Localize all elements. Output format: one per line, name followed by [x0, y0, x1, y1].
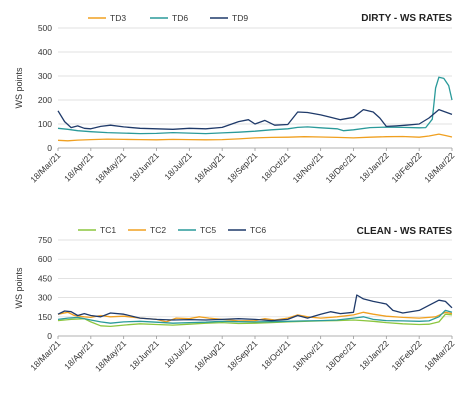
x-tick-label: 18/Jun/21 [127, 150, 161, 184]
x-tick-label: 18/Jan/22 [357, 338, 391, 372]
y-tick-label: 500 [38, 23, 52, 33]
x-tick-label: 18/Jun/21 [127, 338, 161, 372]
legend-label-td9: TD9 [232, 13, 248, 23]
x-tick-label: 18/Dec/21 [323, 338, 358, 373]
y-tick-label: 450 [38, 273, 52, 283]
x-tick-label: 18/Jul/21 [162, 150, 194, 182]
series-line-tc1 [57, 313, 453, 328]
y-tick-label: 300 [38, 293, 52, 303]
x-tick-label: 18/Sep/21 [225, 338, 260, 373]
chart-title: CLEAN - WS RATES [357, 226, 453, 237]
x-tick-label: 18/Mar/21 [28, 150, 62, 184]
x-tick-label: 18/Jul/21 [162, 338, 194, 370]
series-line-tc2 [57, 311, 453, 323]
clean-ws-rates-chart: 0 150 300 450 600 750 WS points 18/Mar/21 18/Apr… [14, 225, 457, 373]
x-tick-label: 18/Mar/21 [28, 338, 62, 372]
x-tick-label: 18/Mar/22 [422, 150, 456, 184]
x-tick-label: 18/Apr/21 [62, 150, 95, 183]
dirty-ws-rates-chart: 0 100 200 300 400 500 WS points 18/Mar/21 18/Apr… [14, 13, 457, 185]
x-tick-label: 18/Dec/21 [323, 150, 358, 185]
chart-title: DIRTY - WS RATES [361, 13, 452, 24]
y-tick-label: 750 [38, 235, 52, 245]
y-tick-label: 400 [38, 47, 52, 57]
series-line-td6 [57, 76, 453, 135]
x-tick-label: 18/Mar/22 [422, 338, 456, 372]
x-tick-label: 18/Feb/22 [389, 150, 423, 184]
y-axis-title: WS points [14, 267, 24, 309]
legend-label-tc6: TC6 [250, 225, 266, 235]
legend-label-tc1: TC1 [100, 225, 116, 235]
x-tick-label: 18/May/21 [93, 150, 128, 185]
y-tick-label: 200 [38, 95, 52, 105]
x-tick-label: 18/Oct/21 [259, 150, 292, 183]
y-tick-label: 100 [38, 119, 52, 129]
legend-label-td3: TD3 [110, 13, 126, 23]
legend-label-td6: TD6 [172, 13, 188, 23]
x-tick-label: 18/May/21 [93, 338, 128, 373]
x-tick-label: 18/Nov/21 [291, 338, 326, 373]
x-tick-label: 18/Oct/21 [259, 338, 292, 371]
x-tick-label: 18/Aug/21 [192, 338, 227, 373]
x-tick-label: 18/Jan/22 [357, 150, 391, 184]
x-tick-label: 18/Feb/22 [389, 338, 423, 372]
x-tick-label: 18/Apr/21 [62, 338, 95, 371]
y-tick-label: 150 [38, 312, 52, 322]
y-tick-label: 0 [47, 143, 52, 153]
series-line-td9 [57, 108, 453, 130]
x-tick-label: 18/Aug/21 [192, 150, 227, 185]
y-tick-label: 300 [38, 71, 52, 81]
y-tick-label: 600 [38, 254, 52, 264]
y-axis-title: WS points [14, 67, 24, 109]
x-tick-label: 18/Nov/21 [291, 150, 326, 185]
series-line-tc5 [57, 309, 453, 324]
series-line-tc6 [57, 294, 453, 322]
series-line-td3 [57, 133, 453, 142]
y-tick-label: 0 [47, 331, 52, 341]
x-tick-label: 18/Sep/21 [225, 150, 260, 185]
legend-label-tc5: TC5 [200, 225, 216, 235]
legend-label-tc2: TC2 [150, 225, 166, 235]
